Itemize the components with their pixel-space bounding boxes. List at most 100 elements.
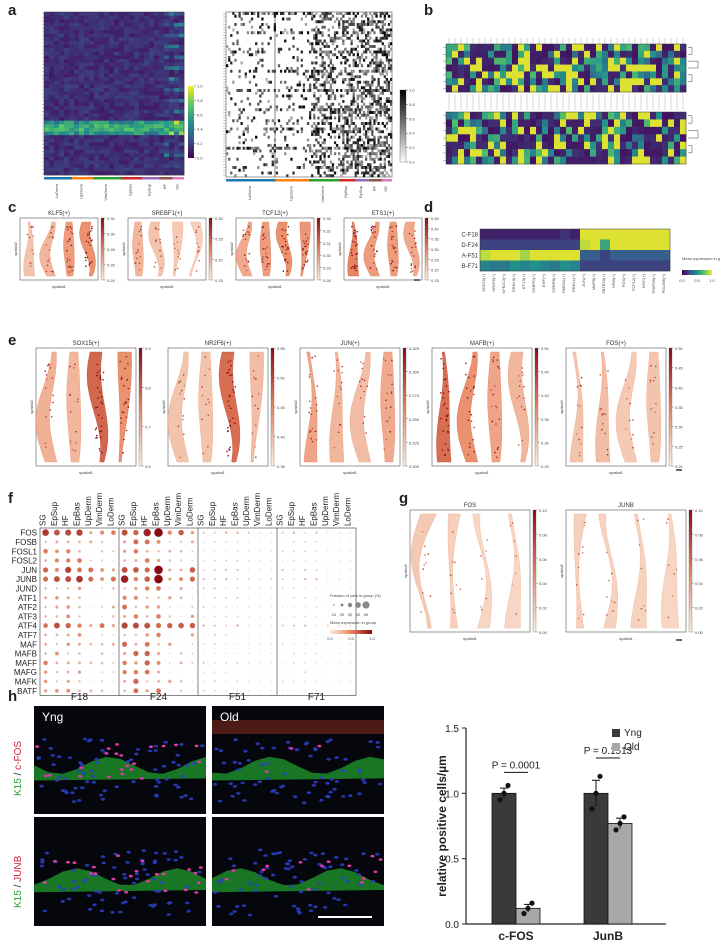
heatmap-cell	[608, 85, 615, 93]
spot	[362, 422, 365, 424]
dot	[179, 652, 183, 655]
heatmap-cell	[124, 69, 130, 74]
heatmap-cell	[129, 30, 135, 35]
heatmap-cell	[164, 131, 170, 136]
heatmap-cell	[99, 160, 105, 165]
heatmap-cell	[261, 42, 264, 46]
spot	[629, 402, 631, 405]
heatmap-cell	[338, 50, 341, 54]
heatmap-cell	[248, 53, 252, 57]
heatmap-cell	[626, 119, 633, 128]
tissue-section	[39, 221, 56, 277]
heatmap-cell	[79, 12, 85, 16]
heatmap-cell	[311, 130, 314, 134]
heatmap-cell	[348, 144, 351, 147]
heatmap-cell	[129, 66, 135, 71]
spot	[599, 374, 602, 376]
heatmap-cell	[373, 67, 376, 70]
heatmap-cell	[54, 22, 60, 27]
dot	[43, 679, 48, 684]
heatmap-cell	[381, 69, 384, 73]
heatmap-cell	[129, 156, 135, 161]
heatmap-cell	[84, 26, 90, 31]
colorbar-tick-label: 0.5	[694, 278, 700, 283]
heatmap-cell	[373, 12, 376, 15]
dot	[169, 690, 171, 692]
spot	[363, 416, 366, 418]
heatmap-cell	[346, 50, 349, 54]
heatmap-cell	[373, 94, 376, 98]
heatmap-cell	[89, 44, 95, 49]
colorbar	[270, 347, 275, 467]
heatmap-cell	[89, 146, 95, 150]
heatmap-cell	[139, 80, 145, 85]
heatmap-cell	[44, 30, 50, 35]
heatmap-cell	[662, 126, 669, 135]
colorbar-tick-label: 0.30	[107, 232, 116, 237]
heatmap-cell	[84, 15, 90, 20]
heatmap-cell	[238, 141, 241, 145]
heatmap-cell	[377, 102, 380, 106]
heatmap-cell	[680, 57, 687, 65]
group-color-bar	[142, 177, 159, 180]
spot	[120, 422, 122, 424]
heatmap-cell	[149, 156, 155, 161]
spot	[154, 261, 157, 264]
dot	[154, 574, 163, 584]
heatmap-cell	[144, 95, 150, 100]
heatmap-cell	[159, 80, 165, 85]
heatmap-cell	[179, 117, 185, 121]
heatmap-cell	[69, 124, 75, 129]
heatmap-cell	[331, 80, 335, 84]
spot	[140, 226, 143, 228]
heatmap-cell	[54, 117, 60, 121]
heatmap-cell	[458, 78, 465, 86]
heatmap-cell	[292, 146, 295, 150]
heatmap-cell	[350, 166, 353, 169]
spot	[125, 401, 127, 403]
heatmap-cell	[321, 56, 324, 59]
dot	[225, 652, 227, 655]
dot	[315, 671, 318, 673]
heatmap-cell	[348, 130, 351, 134]
heatmap-cell	[377, 111, 380, 114]
heatmap-cell	[99, 164, 105, 169]
tissue-section	[380, 351, 396, 463]
heatmap-cell	[49, 80, 55, 85]
heatmap-cell	[69, 156, 75, 161]
heatmap-cell	[59, 127, 65, 132]
heatmap-cell	[169, 171, 175, 176]
heatmap-cell	[159, 171, 165, 176]
heatmap-cell	[114, 113, 120, 118]
dot	[327, 671, 329, 673]
heatmap-cell	[94, 98, 100, 103]
matrix-cell	[540, 260, 551, 272]
heatmap-cell	[383, 124, 386, 128]
heatmap-cell	[554, 149, 561, 157]
group-label: EpBas	[128, 184, 133, 196]
heatmap-cell	[596, 149, 603, 157]
dot	[144, 539, 150, 545]
spot	[494, 451, 496, 454]
colorbar-tick-label: 0.25	[675, 444, 684, 449]
spot	[443, 404, 445, 406]
spot	[28, 236, 31, 239]
heatmap-cell	[554, 156, 561, 165]
dot	[338, 662, 340, 664]
heatmap-cell	[149, 98, 155, 103]
heatmap-cell	[596, 126, 603, 135]
heatmap-cell	[356, 146, 360, 150]
heatmap-cell	[44, 51, 50, 56]
heatmap-cell	[335, 75, 339, 79]
dot	[270, 652, 272, 655]
heatmap-cell	[482, 156, 489, 165]
heatmap-cell	[381, 108, 384, 112]
heatmap-cell	[373, 119, 376, 123]
heatmap-cell	[309, 89, 312, 92]
heatmap-cell	[524, 134, 531, 143]
heatmap-cell	[169, 167, 175, 172]
heatmap-cell	[373, 78, 376, 81]
spot	[355, 235, 357, 237]
dot	[281, 680, 284, 683]
heatmap-cell	[149, 91, 155, 96]
